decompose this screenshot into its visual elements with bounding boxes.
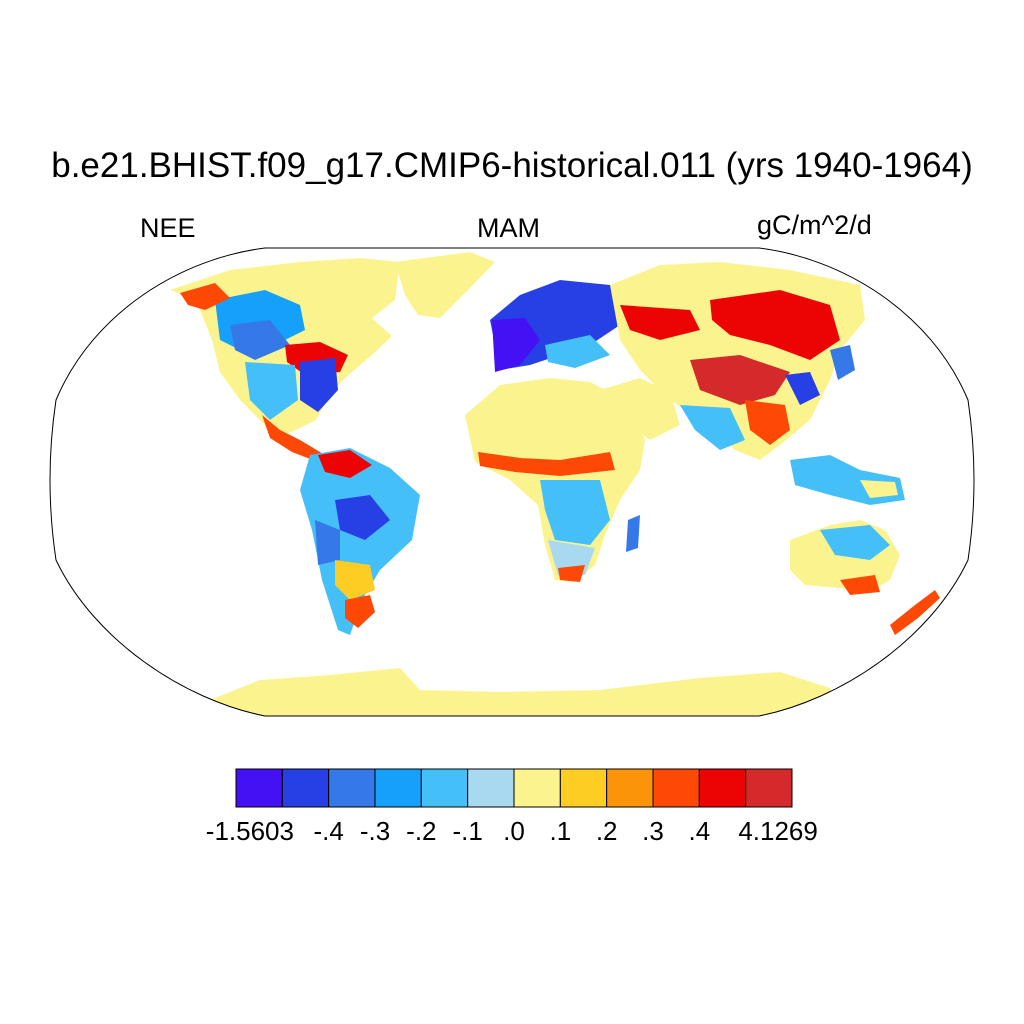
colorbar-tick-label: -1.5603 bbox=[206, 816, 294, 846]
colorbar-tick-label: .1 bbox=[549, 816, 571, 846]
units-label: gC/m^2/d bbox=[757, 210, 872, 240]
colorbar-tick-label: -.3 bbox=[360, 816, 390, 846]
colorbar-tick-label: -.2 bbox=[406, 816, 436, 846]
figure-title: b.e21.BHIST.f09_g17.CMIP6-historical.011… bbox=[51, 146, 973, 185]
colorbar-tick-label: .0 bbox=[503, 816, 525, 846]
colorbar-tick-label: .2 bbox=[596, 816, 618, 846]
colorbar-box bbox=[652, 768, 700, 808]
colorbar-box bbox=[281, 768, 330, 808]
variable-label: NEE bbox=[140, 213, 196, 243]
antarctica bbox=[200, 668, 840, 716]
colorbar-box bbox=[745, 768, 793, 808]
colorbar-box bbox=[606, 768, 654, 808]
arabia bbox=[600, 378, 680, 440]
map-border bbox=[49, 247, 975, 717]
land-areas bbox=[170, 252, 940, 716]
season-label: MAM bbox=[477, 213, 540, 243]
new-zealand bbox=[890, 590, 940, 635]
colorbar-box bbox=[559, 768, 608, 808]
colorbar-tick-label: .4 bbox=[688, 816, 710, 846]
colorbar-box bbox=[420, 768, 469, 808]
colorbar-tick-label: -.1 bbox=[452, 816, 482, 846]
colorbar-tick-label: .3 bbox=[642, 816, 664, 846]
colorbar-box bbox=[235, 768, 283, 808]
colorbar-box bbox=[374, 768, 422, 808]
colorbar-box bbox=[328, 768, 376, 808]
greenland bbox=[395, 252, 495, 318]
colorbar-box bbox=[513, 768, 561, 808]
south-america bbox=[300, 448, 420, 635]
colorbar-tick-label: 4.1269 bbox=[738, 816, 818, 846]
colorbar-tick-label: -.4 bbox=[313, 816, 343, 846]
colorbar-box bbox=[467, 768, 515, 808]
colorbar-box bbox=[698, 768, 747, 808]
